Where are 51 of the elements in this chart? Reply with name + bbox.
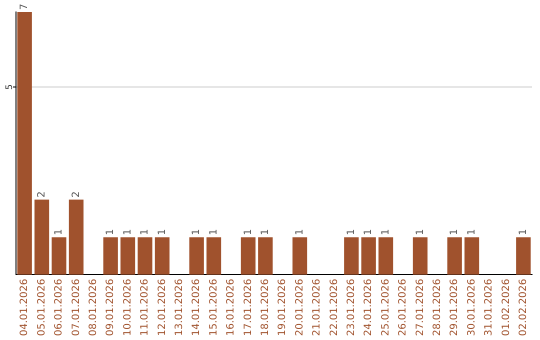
x-tick-label: 28.01.2026 (432, 278, 443, 336)
x-tick-label: 07.01.2026 (70, 278, 82, 336)
data-label: 7 (19, 4, 30, 10)
x-tick-label: 17.01.2026 (242, 278, 254, 336)
data-label: 1 (363, 228, 374, 236)
x-tick-label: 02.02.2026 (518, 278, 529, 336)
x-tick-label: 20.01.2026 (294, 278, 306, 336)
x-tick-label: 27.01.2026 (414, 278, 426, 336)
x-tick-label: 13.01.2026 (174, 278, 185, 336)
data-label: 1 (260, 228, 271, 236)
x-tick-label: 08.01.2026 (88, 278, 99, 336)
data-label: 1 (140, 228, 151, 236)
data-label: 1 (380, 228, 392, 236)
x-tick-label: 01.02.2026 (500, 278, 512, 336)
data-label: 1 (54, 228, 65, 236)
x-tick-label: 12.01.2026 (156, 278, 168, 336)
data-label: 1 (466, 228, 478, 236)
data-label: 2 (36, 191, 48, 198)
x-tick-label: 21.01.2026 (312, 278, 323, 336)
x-tick-label: 14.01.2026 (191, 278, 202, 336)
x-tick-label: 22.01.2026 (328, 278, 340, 336)
x-tick-label: 26.01.2026 (398, 278, 409, 336)
data-label: 1 (346, 228, 357, 236)
x-tick-label: 24.01.2026 (363, 278, 374, 336)
x-tick-label: 19.01.2026 (277, 278, 288, 336)
x-tick-label: 15.01.2026 (208, 278, 220, 336)
data-label: 1 (414, 228, 426, 236)
x-tick-label: 23.01.2026 (346, 278, 357, 336)
x-tick-label: 06.01.2026 (54, 278, 65, 336)
data-label: 1 (122, 228, 134, 236)
data-label: 1 (208, 228, 220, 236)
x-tick-label: 09.01.2026 (105, 278, 116, 336)
x-tick-label: 30.01.2026 (466, 278, 478, 336)
data-label: 1 (242, 228, 254, 236)
data-label: 1 (105, 228, 116, 236)
data-label: 2 (70, 191, 82, 198)
x-tick-label: 29.01.2026 (449, 278, 460, 336)
x-tick-label: 10.01.2026 (122, 278, 134, 336)
x-tick-label: 16.01.2026 (226, 278, 237, 336)
data-label: 1 (191, 228, 202, 236)
x-tick-label: 31.01.2026 (484, 278, 495, 336)
x-tick-label: 25.01.2026 (380, 278, 392, 336)
x-tick-label: 18.01.2026 (260, 278, 271, 336)
data-label: 1 (449, 228, 460, 236)
data-label: 1 (156, 228, 168, 236)
x-tick-label: 04.01.2026 (19, 278, 30, 336)
x-tick-label: 05.01.2026 (36, 278, 48, 336)
data-label: 1 (294, 228, 306, 236)
data-label: 1 (518, 228, 529, 236)
y-tick-label: 5 (4, 84, 15, 90)
x-tick-label: 11.01.2026 (140, 278, 151, 336)
